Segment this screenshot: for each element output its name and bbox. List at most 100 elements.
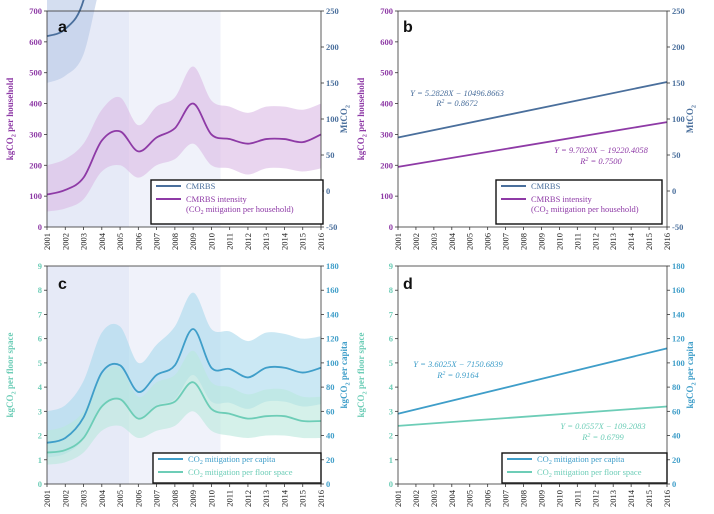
y2-tick-label: 0 bbox=[672, 186, 676, 196]
x-tick-label: 2005 bbox=[115, 490, 125, 507]
y2-axis-title: MtCO2​ bbox=[339, 105, 351, 133]
y2-tick-label: 100 bbox=[326, 358, 339, 368]
x-tick-label: 2004 bbox=[447, 232, 457, 250]
y2-tick-label: 150 bbox=[672, 78, 685, 88]
regression-annotation: R2​ = 0.6799 bbox=[581, 432, 624, 442]
y-tick-label: 600 bbox=[29, 37, 42, 47]
y2-tick-label: 160 bbox=[672, 285, 685, 295]
panel-b: 2001 2002 2003 2004 2005 2006 2007 2008 2009 2010… bbox=[356, 6, 697, 250]
y-tick-label: 200 bbox=[380, 160, 393, 170]
y-tick-label: 100 bbox=[380, 191, 393, 201]
regression-annotation: Y = 0.0557X − 109.2083 bbox=[560, 421, 645, 431]
y-tick-label: 5 bbox=[38, 358, 42, 368]
x-tick-label: 2003 bbox=[79, 233, 89, 250]
x-tick-label: 2009 bbox=[188, 490, 198, 507]
x-tick-label: 2016 bbox=[662, 490, 672, 507]
y-tick-label: 0 bbox=[38, 479, 42, 489]
y-tick-label: 6 bbox=[38, 334, 42, 344]
y2-tick-label: 80 bbox=[326, 382, 335, 392]
y2-axis-title: MtCO2​ bbox=[685, 105, 697, 133]
x-tick-label: 2015 bbox=[298, 490, 308, 507]
y2-tick-label: 180 bbox=[672, 261, 685, 271]
y2-tick-label: 0 bbox=[672, 479, 676, 489]
x-tick-label: 2010 bbox=[206, 233, 216, 250]
x-tick-label: 2005 bbox=[465, 233, 475, 250]
y2-tick-label: 140 bbox=[326, 309, 339, 319]
x-tick-label: 2003 bbox=[429, 490, 439, 507]
x-tick-label: 2008 bbox=[170, 490, 180, 507]
y-axis-title: kgCO2​ per floor space bbox=[356, 332, 368, 417]
y2-tick-label: 60 bbox=[326, 406, 335, 416]
x-tick-label: 2012 bbox=[243, 490, 253, 507]
x-tick-label: 2016 bbox=[662, 233, 672, 250]
y2-tick-label: 20 bbox=[672, 455, 681, 465]
panel-letter: b bbox=[403, 19, 413, 36]
y-tick-label: 0 bbox=[389, 479, 393, 489]
x-tick-label: 2004 bbox=[97, 489, 107, 507]
y2-tick-label: 160 bbox=[326, 285, 339, 295]
x-tick-label: 2011 bbox=[225, 490, 235, 507]
x-tick-label: 2007 bbox=[152, 233, 162, 250]
legend-label: (CO2​ mitigation per household) bbox=[531, 204, 639, 216]
y-tick-label: 600 bbox=[380, 37, 393, 47]
x-tick-label: 2006 bbox=[133, 233, 143, 250]
y-tick-label: 3 bbox=[38, 406, 42, 416]
y-tick-label: 9 bbox=[389, 261, 393, 271]
x-tick-label: 2013 bbox=[261, 490, 271, 507]
legend: CMRBS CMRBS intensity(CO2​ mitigation per… bbox=[495, 179, 663, 225]
x-tick-label: 2009 bbox=[536, 233, 546, 250]
y-tick-label: 0 bbox=[38, 222, 42, 232]
x-tick-label: 2010 bbox=[206, 490, 216, 507]
regression-annotation: R2​ = 0.7500 bbox=[579, 156, 622, 166]
y2-tick-label: 120 bbox=[326, 334, 339, 344]
plot-frame bbox=[46, 265, 322, 485]
legend-label: CO2​ mitigation per capita bbox=[188, 454, 275, 466]
plot-frame bbox=[397, 265, 668, 485]
x-tick-label: 2014 bbox=[626, 489, 636, 507]
y-tick-label: 700 bbox=[29, 6, 42, 16]
y-tick-label: 4 bbox=[389, 382, 394, 392]
x-tick-label: 2013 bbox=[608, 490, 618, 507]
x-tick-label: 2008 bbox=[170, 233, 180, 250]
x-tick-label: 2010 bbox=[554, 233, 564, 250]
y2-tick-label: 50 bbox=[672, 150, 681, 160]
y-tick-label: 1 bbox=[38, 455, 42, 465]
y-axis-title: kgCO2​ per household bbox=[356, 78, 368, 161]
x-tick-label: 2002 bbox=[411, 233, 421, 250]
legend-label: (CO2​ mitigation per household) bbox=[186, 204, 294, 216]
x-tick-label: 2016 bbox=[316, 490, 326, 507]
y2-tick-label: 250 bbox=[672, 6, 685, 16]
legend-label: CO2​ mitigation per capita bbox=[537, 454, 624, 466]
x-tick-label: 2013 bbox=[261, 233, 271, 250]
x-tick-label: 2007 bbox=[501, 233, 511, 250]
y2-tick-label: 150 bbox=[326, 78, 339, 88]
panel-d: 2001 2002 2003 2004 2005 2006 2007 2008 2009 2010… bbox=[356, 261, 697, 507]
y-tick-label: 2 bbox=[389, 431, 393, 441]
legend-box bbox=[495, 179, 663, 225]
x-tick-label: 2012 bbox=[590, 490, 600, 507]
x-tick-label: 2011 bbox=[572, 490, 582, 507]
series-line bbox=[397, 81, 668, 139]
y2-tick-label: 250 bbox=[326, 6, 339, 16]
y2-tick-label: 80 bbox=[672, 382, 681, 392]
x-tick-label: 2003 bbox=[79, 490, 89, 507]
y2-tick-label: 100 bbox=[672, 358, 685, 368]
x-tick-label: 2011 bbox=[572, 233, 582, 250]
y-tick-label: 5 bbox=[389, 358, 393, 368]
series-line bbox=[46, 102, 322, 196]
y-tick-label: 100 bbox=[29, 191, 42, 201]
y2-tick-label: -50 bbox=[672, 222, 683, 232]
y2-tick-label: 40 bbox=[672, 431, 681, 441]
series-line bbox=[46, 381, 322, 454]
y-tick-label: 0 bbox=[389, 222, 393, 232]
legend: CMRBS CMRBS intensity(CO2​ mitigation per… bbox=[150, 179, 324, 225]
y-tick-label: 4 bbox=[38, 382, 43, 392]
y-tick-label: 200 bbox=[29, 160, 42, 170]
x-tick-label: 2006 bbox=[133, 490, 143, 507]
uncertainty-band bbox=[47, 0, 97, 83]
y2-tick-label: 0 bbox=[326, 479, 330, 489]
x-tick-label: 2001 bbox=[393, 233, 403, 250]
